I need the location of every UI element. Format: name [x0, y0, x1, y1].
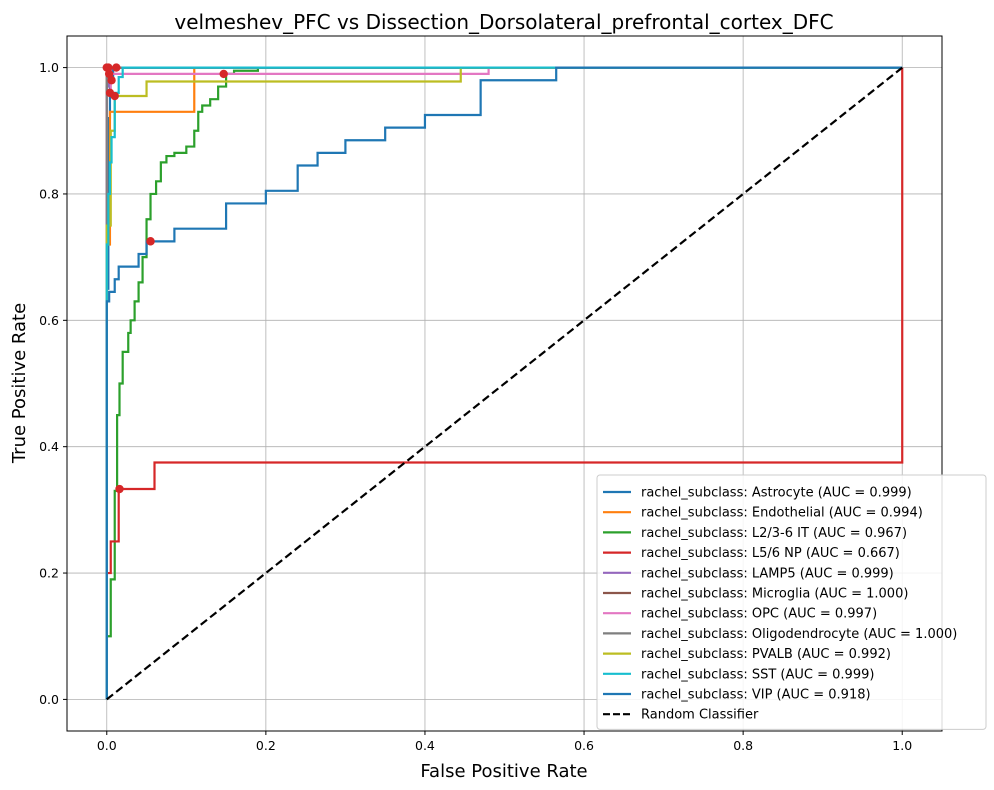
- legend-entry: rachel_subclass: Oligodendrocyte (AUC = …: [641, 627, 957, 642]
- series-line: [105, 66, 903, 700]
- y-tick-label: 0.4: [39, 439, 59, 454]
- threshold-marker: [115, 484, 124, 494]
- legend-entry: Random Classifier: [641, 708, 759, 723]
- series-line: [105, 67, 904, 700]
- x-tick-label: 0.2: [256, 738, 276, 753]
- threshold-marker: [219, 69, 228, 79]
- x-tick-label: 0.4: [415, 738, 435, 753]
- legend-entry: rachel_subclass: SST (AUC = 0.999): [641, 667, 874, 682]
- x-axis-label: False Positive Rate: [420, 761, 587, 782]
- chart-title: velmeshev_PFC vs Dissection_Dorsolateral…: [174, 10, 833, 34]
- legend-entry: rachel_subclass: Astrocyte (AUC = 0.999): [641, 486, 912, 501]
- y-tick-label: 0.8: [39, 186, 59, 201]
- threshold-marker: [104, 69, 114, 79]
- legend-entry: rachel_subclass: OPC (AUC = 0.997): [641, 607, 877, 622]
- plot-area: 0.0 0.2 0.4 0.6 0.8 1.0 0.0 0.2 0.4 0.6 0.8 1.0 rach…: [39, 35, 987, 753]
- legend-entry: rachel_subclass: L5/6 NP (AUC = 0.667): [641, 546, 900, 561]
- series-line: [105, 66, 903, 700]
- y-tick-label: 0.2: [39, 566, 59, 581]
- threshold-marker: [112, 63, 121, 72]
- legend-entry: rachel_subclass: LAMP5 (AUC = 0.999): [641, 566, 894, 581]
- x-tick-label: 0.0: [97, 738, 117, 753]
- threshold-marker: [146, 237, 155, 246]
- threshold-marker: [110, 91, 119, 101]
- threshold-marker: [107, 76, 116, 85]
- threshold-marker: [104, 63, 113, 72]
- legend-entry: rachel_subclass: PVALB (AUC = 0.992): [641, 647, 891, 662]
- y-tick-label: 0.6: [39, 313, 59, 328]
- x-tick-label: 1.0: [892, 738, 912, 753]
- legend: rachel_subclass: Astrocyte (AUC = 0.999)…: [596, 474, 987, 730]
- legend-box: [596, 474, 987, 730]
- y-tick-label: 0.0: [39, 692, 59, 707]
- legend-entry: rachel_subclass: Endothelial (AUC = 0.99…: [641, 506, 923, 521]
- x-tick-label: 0.6: [574, 738, 594, 753]
- series-line: [105, 66, 903, 700]
- y-tick-label: 1.0: [39, 60, 59, 75]
- legend-entry: rachel_subclass: Microglia (AUC = 1.000): [641, 587, 908, 602]
- axes-frame: [66, 35, 943, 732]
- legend-entry: rachel_subclass: VIP (AUC = 0.918): [641, 688, 871, 703]
- x-tick-label: 0.8: [733, 738, 753, 753]
- y-axis-label: True Positive Rate: [9, 303, 30, 464]
- legend-entry: rachel_subclass: L2/3-6 IT (AUC = 0.967): [641, 526, 907, 541]
- series-line: [106, 66, 903, 701]
